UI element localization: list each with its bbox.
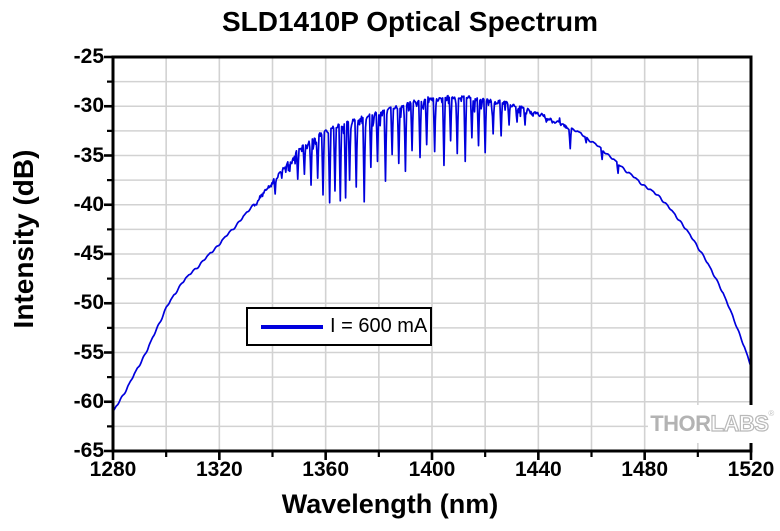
spectrum-curve bbox=[112, 94, 752, 413]
y-tick-label: -35 bbox=[73, 143, 104, 167]
x-axis-label: Wavelength (nm) bbox=[281, 489, 499, 519]
registered-mark: ® bbox=[768, 409, 774, 418]
x-tick-label: 1280 bbox=[89, 458, 137, 481]
y-axis-label: Intensity (dB) bbox=[8, 149, 39, 329]
y-tick-label: -30 bbox=[73, 94, 104, 118]
y-tick-label: -40 bbox=[73, 192, 104, 216]
y-tick-label: -50 bbox=[73, 291, 104, 315]
plot-frame bbox=[111, 55, 753, 453]
legend-line-swatch bbox=[261, 324, 323, 329]
y-tick-label: -60 bbox=[73, 389, 104, 413]
y-tick-label: -45 bbox=[73, 242, 104, 265]
y-tick-label: -65 bbox=[73, 439, 104, 462]
x-tick-label: 1440 bbox=[514, 458, 562, 481]
legend: I = 600 mA bbox=[246, 307, 432, 346]
x-tick-label: 1520 bbox=[727, 458, 775, 481]
y-tick-label: -55 bbox=[73, 340, 104, 364]
legend-label: I = 600 mA bbox=[330, 315, 428, 337]
x-tick-label: 1400 bbox=[408, 458, 456, 481]
thorlabs-logo-labs: LABS bbox=[710, 410, 770, 436]
thorlabs-logo-thor: THOR bbox=[650, 411, 711, 436]
x-tick-label: 1320 bbox=[195, 458, 243, 481]
chart-title: SLD1410P Optical Spectrum bbox=[221, 6, 599, 37]
thorlabs-logo: THOR LABS ® bbox=[648, 405, 776, 443]
y-tick-label: -25 bbox=[73, 45, 104, 68]
x-tick-label: 1360 bbox=[302, 458, 350, 481]
x-tick-label: 1480 bbox=[621, 458, 669, 481]
